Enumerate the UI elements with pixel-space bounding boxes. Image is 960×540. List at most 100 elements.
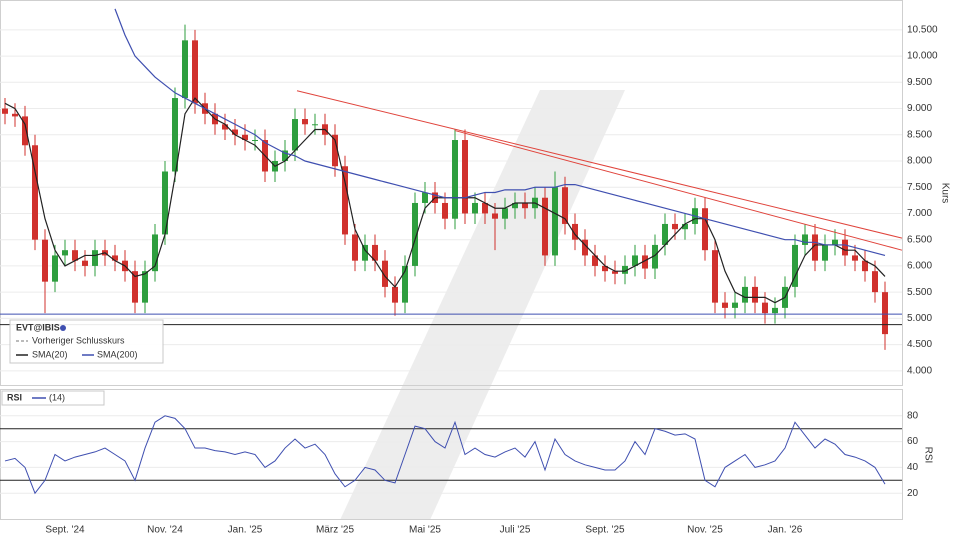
y-tick-label: 40 (907, 462, 919, 473)
candle-body (482, 202, 488, 214)
x-tick-label: Jan. '25 (228, 525, 263, 536)
candle-body (792, 244, 798, 287)
candle-body (642, 255, 648, 269)
candle-body (372, 244, 378, 261)
y-tick-label: 10.500 (907, 24, 938, 35)
candle-body (42, 239, 48, 282)
rsi-legend: RSI (14) (1, 390, 105, 406)
y-tick-label: 9.000 (907, 103, 932, 114)
candle-body (542, 197, 548, 256)
x-tick-label: Sept. '24 (45, 525, 85, 536)
candle-body (842, 239, 848, 256)
candle-body (422, 192, 428, 203)
y-tick-label: 6.000 (907, 261, 932, 272)
candle-body (822, 244, 828, 261)
candle-body (512, 202, 518, 209)
watermark (340, 90, 625, 520)
candle-body (252, 140, 258, 142)
candle-body (392, 286, 398, 303)
trend-line (296, 90, 903, 239)
candle-body (882, 292, 888, 335)
candle-body (32, 145, 38, 240)
candle-body (302, 119, 308, 125)
candle-body (632, 255, 638, 266)
legend-label: SMA(200) (97, 349, 138, 359)
candle-body (182, 40, 188, 99)
candle-body (2, 108, 8, 114)
y-tick-label: 7.000 (907, 208, 932, 219)
candle-body (242, 134, 248, 141)
candle-body (702, 208, 708, 251)
candle-body (742, 286, 748, 303)
plot-area: 4.000 4.500 5.000 5.500 6.000 6.500 7.000 7.500… (0, 8, 938, 536)
x-tick-label: Sept. '25 (585, 525, 625, 536)
candle-body (762, 302, 768, 314)
y-axis-label: Kurs (939, 183, 950, 204)
x-tick-label: Nov. '24 (147, 525, 183, 536)
legend-box (9, 319, 164, 364)
candle-body (462, 140, 468, 214)
rsi-panel-frame (0, 389, 903, 520)
candle-body (192, 40, 198, 104)
candle-body (522, 202, 528, 209)
x-tick-label: März '25 (316, 525, 354, 536)
x-tick-label: Mai '25 (409, 525, 441, 536)
y-tick-label: 5.000 (907, 313, 932, 324)
candle-body (862, 260, 868, 272)
candle-body (602, 265, 608, 272)
legend-icon (60, 325, 66, 331)
y-tick-label: 5.500 (907, 287, 932, 298)
candle-body (552, 187, 558, 256)
candle-body (752, 286, 758, 303)
candle-body (282, 150, 288, 161)
y-tick-label: 8.500 (907, 129, 932, 140)
candle-body (442, 202, 448, 219)
candle-body (142, 271, 148, 303)
rsi-axis-label: RSI (922, 447, 933, 464)
candle-body (562, 187, 568, 224)
candle-body (662, 223, 668, 245)
candle-body (582, 239, 588, 256)
candle-body (472, 202, 478, 214)
candle-body (852, 255, 858, 261)
legend-label: Vorheriger Schlusskurs (32, 335, 125, 345)
candle-body (222, 124, 228, 130)
candle-body (802, 234, 808, 245)
x-tick-label: Jan. '26 (768, 525, 803, 536)
candle-body (682, 223, 688, 230)
y-tick-label: 6.500 (907, 234, 932, 245)
candle-body (612, 271, 618, 274)
candle-body (382, 260, 388, 287)
candle-body (812, 234, 818, 261)
candle-body (712, 250, 718, 303)
x-tick-label: Juli '25 (500, 525, 531, 536)
rsi-line (4, 415, 886, 495)
y-tick-label: 4.000 (907, 365, 932, 376)
candle-body (772, 307, 778, 314)
legend-box (1, 390, 105, 406)
x-tick-label: Nov. '25 (687, 525, 723, 536)
y-tick-label: 80 (907, 410, 919, 421)
candle-body (112, 255, 118, 261)
candle-body (872, 271, 878, 293)
candle-body (152, 234, 158, 272)
candle-body (292, 119, 298, 151)
candle-body (22, 116, 28, 146)
y-tick-label: 7.500 (907, 182, 932, 193)
legend-label: (14) (49, 392, 65, 402)
candle-body (72, 250, 78, 261)
y-tick-label: 9.500 (907, 77, 932, 88)
candle-body (572, 223, 578, 240)
candle-body (82, 260, 88, 266)
y-tick-label: 8.000 (907, 156, 932, 167)
candle-body (52, 255, 58, 282)
candle-body (452, 140, 458, 219)
candle-body (162, 171, 168, 235)
price-panel-frame (0, 0, 903, 386)
candle-body (732, 302, 738, 308)
candle-body (652, 244, 658, 269)
candle-body (332, 134, 338, 167)
candle-body (502, 208, 508, 219)
candle-body (312, 124, 318, 126)
